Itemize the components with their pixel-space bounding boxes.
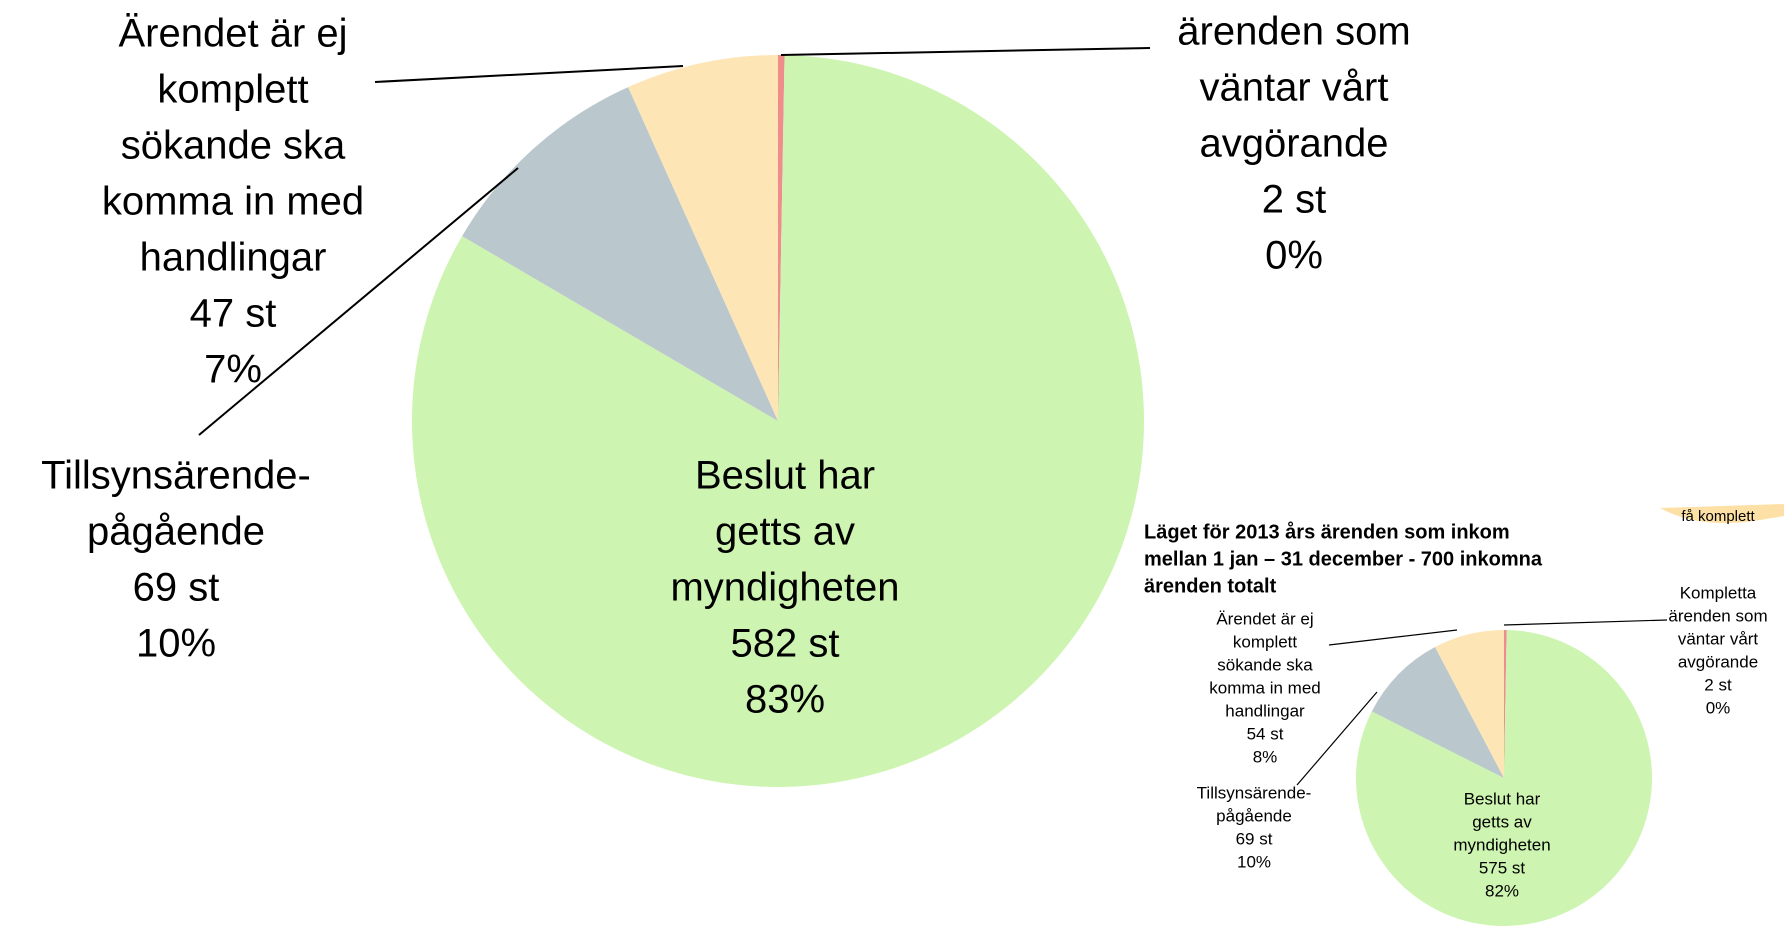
slice-label: Tillsynsärende- — [41, 454, 311, 498]
pie-slice — [1356, 630, 1653, 926]
pie-slice — [1435, 630, 1504, 778]
slice-label: handlingar — [1225, 701, 1305, 720]
value-label: 47 st — [190, 292, 277, 336]
slice-label: sökande ska — [1217, 655, 1313, 674]
slice-label: myndigheten — [670, 566, 899, 610]
slice-label: komplett — [1233, 632, 1298, 651]
percent-label: 10% — [136, 622, 216, 666]
percent-label: 0% — [1706, 698, 1731, 717]
chart-title: mellan 1 jan – 31 december - 700 inkomna — [1144, 548, 1543, 570]
value-label: 69 st — [1236, 829, 1273, 848]
chart-title: Läget för 2013 års ärenden som inkom — [1144, 520, 1510, 543]
percent-label: 83% — [745, 678, 825, 722]
percent-label: 7% — [204, 348, 262, 392]
value-label: 575 st — [1479, 858, 1526, 877]
percent-label: 82% — [1485, 881, 1519, 900]
chart-title: ärenden totalt — [1144, 575, 1277, 597]
slice-label: Beslut har — [695, 454, 875, 498]
slice-label: väntar vårt — [1200, 66, 1389, 110]
slice-label: sökande ska — [121, 124, 346, 168]
slice-label: avgörande — [1199, 122, 1388, 166]
slice-label: komma in med — [102, 180, 364, 224]
percent-label: 0% — [1265, 234, 1323, 278]
slice-label: Kompletta — [1680, 583, 1757, 602]
pie-slice — [628, 55, 778, 421]
leader-line — [374, 65, 684, 83]
pie-slice — [1504, 630, 1507, 778]
pie-slice — [462, 87, 778, 421]
slice-label: Tillsynsärende- — [1197, 783, 1312, 802]
slice-label: Ärendet är ej — [118, 12, 347, 56]
slice-label: ärenden som — [1177, 10, 1410, 54]
pie-slice — [778, 55, 785, 421]
leader-line — [1503, 619, 1668, 626]
pie-slice — [1371, 647, 1504, 778]
pie-slice — [411, 55, 1144, 788]
slice-label: komplett — [157, 68, 308, 112]
slice-label: Ärendet är ej — [1216, 609, 1313, 628]
value-label: 69 st — [133, 566, 220, 610]
slice-label: getts av — [1472, 812, 1532, 831]
value-label: 2 st — [1704, 675, 1732, 694]
leader-line — [1328, 629, 1458, 646]
slice-label: getts av — [715, 510, 855, 554]
slice-label: pågående — [1216, 806, 1292, 825]
slice-label: Beslut har — [1464, 789, 1541, 808]
leader-line — [1296, 691, 1378, 786]
slice-label: ärenden som — [1668, 606, 1767, 625]
leader-line — [780, 47, 1151, 56]
percent-label: 8% — [1253, 747, 1278, 766]
leader-line — [198, 167, 519, 436]
slice-label: pågående — [87, 510, 265, 554]
slice-label: myndigheten — [1453, 835, 1550, 854]
value-label: 2 st — [1262, 178, 1326, 222]
slice-label: avgörande — [1678, 652, 1758, 671]
slice-label: väntar vårt — [1678, 629, 1759, 648]
value-label: 582 st — [731, 622, 840, 666]
percent-label: 10% — [1237, 852, 1271, 871]
slice-label: komma in med — [1209, 678, 1320, 697]
slice-label: handlingar — [140, 236, 327, 280]
value-label: 54 st — [1247, 724, 1284, 743]
fragment-label: få komplett — [1681, 508, 1755, 525]
cut-slice — [1660, 504, 1784, 524]
